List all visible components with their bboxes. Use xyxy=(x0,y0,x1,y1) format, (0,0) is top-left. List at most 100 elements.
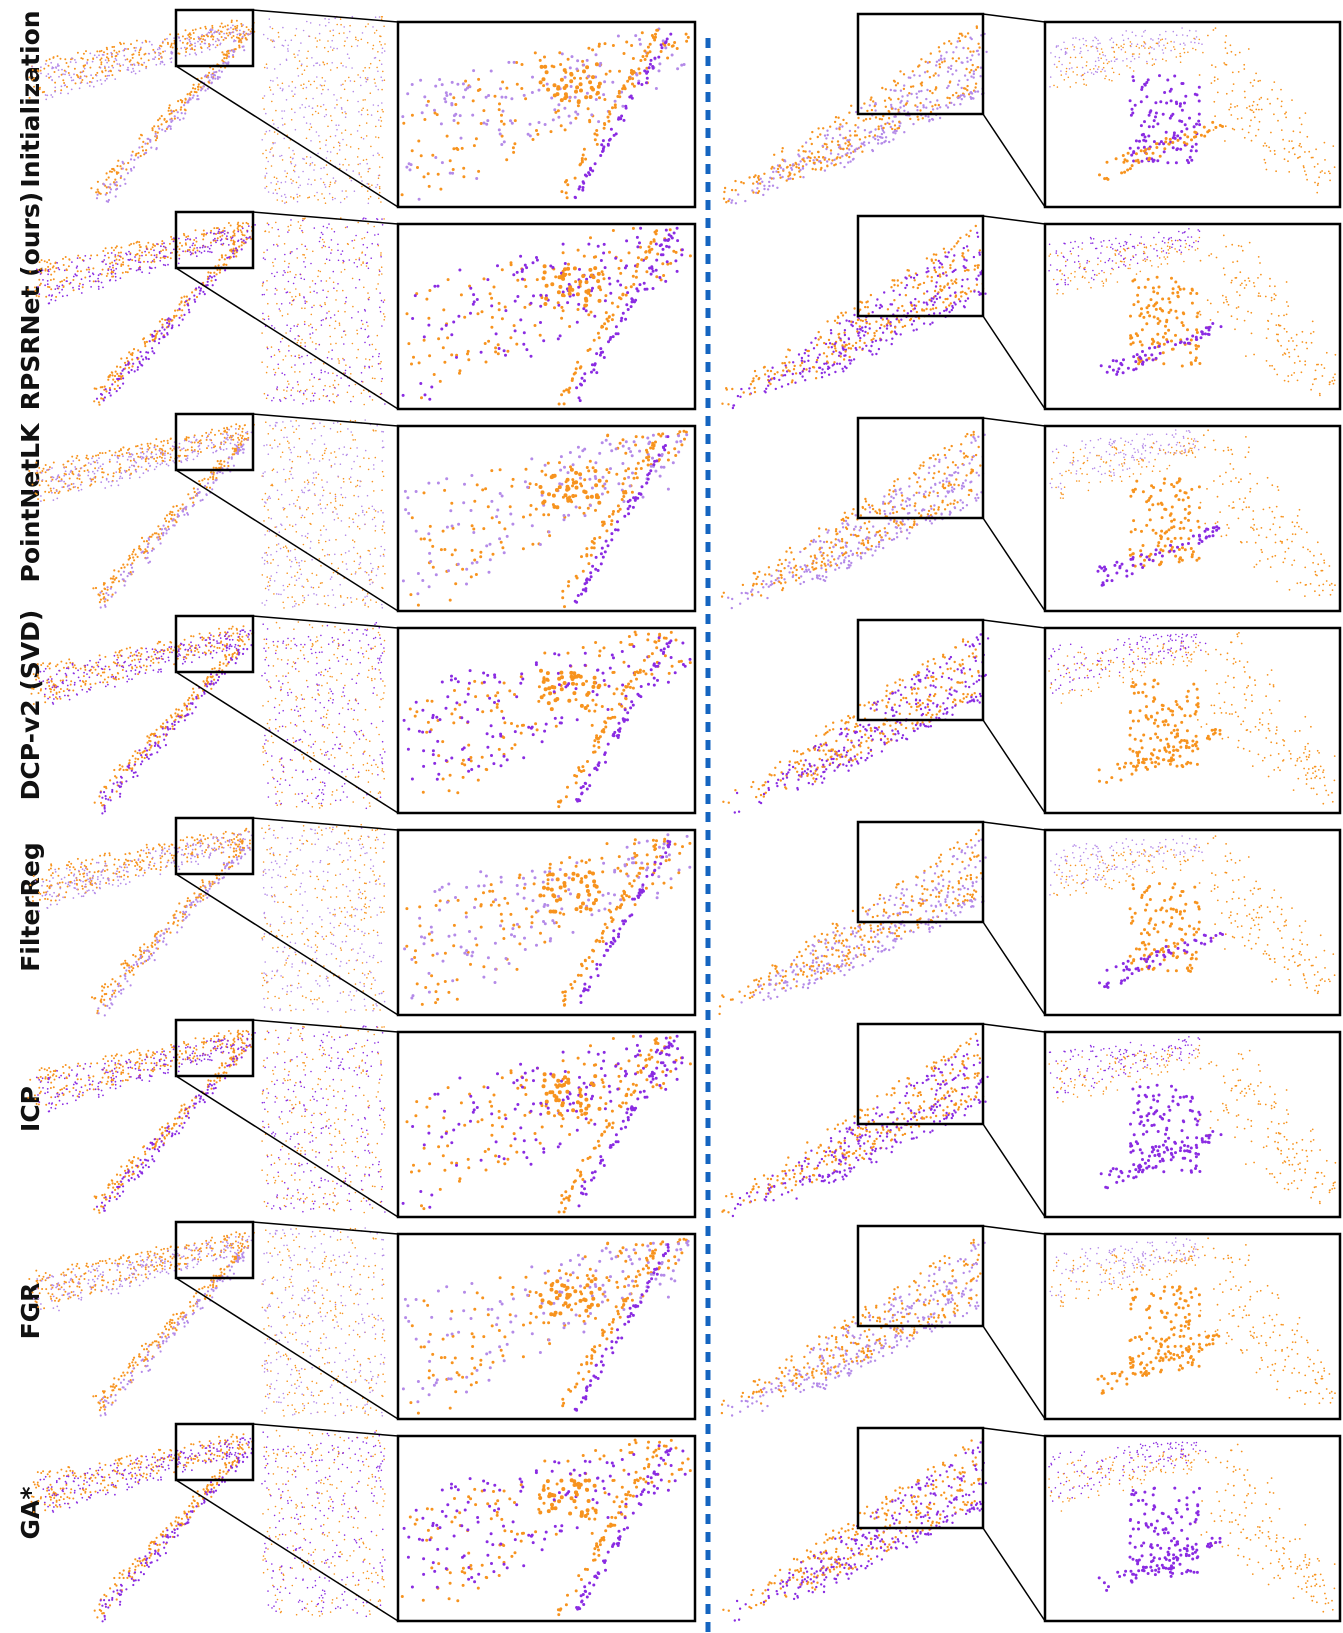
point-cloud xyxy=(810,84,976,170)
point-cloud xyxy=(98,847,250,1015)
point-cloud xyxy=(405,835,690,998)
zoom-connector xyxy=(176,66,398,207)
row-label: GA* xyxy=(16,1487,45,1540)
point-cloud xyxy=(30,21,255,98)
row-label: FilterReg xyxy=(16,842,45,972)
point-cloud xyxy=(782,1073,979,1190)
zoom-box xyxy=(398,830,695,1015)
zoom-box xyxy=(1045,1436,1340,1621)
point-cloud xyxy=(827,89,983,167)
point-cloud xyxy=(1196,633,1335,804)
point-cloud xyxy=(37,225,255,304)
point-cloud xyxy=(782,265,979,382)
point-cloud xyxy=(753,1255,979,1404)
point-cloud xyxy=(1052,438,1198,498)
zoom-connector xyxy=(983,518,1045,611)
point-cloud xyxy=(813,284,983,378)
point-cloud xyxy=(735,634,988,812)
point-cloud xyxy=(101,1248,248,1416)
zoom-box xyxy=(1045,1234,1340,1419)
point-cloud xyxy=(763,456,982,598)
point-cloud xyxy=(723,631,982,803)
zoom-source-box xyxy=(858,822,983,922)
point-cloud xyxy=(93,1246,248,1410)
row-label: Initialization xyxy=(16,10,45,187)
row-label: FGR xyxy=(16,1283,45,1340)
point-cloud xyxy=(796,271,983,383)
point-cloud xyxy=(541,671,599,709)
point-cloud xyxy=(728,1243,985,1416)
point-cloud xyxy=(1050,1037,1200,1093)
row: ICP xyxy=(16,1020,1340,1217)
zoom-connector xyxy=(176,1278,398,1419)
point-cloud xyxy=(262,1229,385,1416)
zoom-connector xyxy=(983,1024,1045,1032)
zoom-source-box xyxy=(176,818,253,874)
point-cloud xyxy=(752,447,979,596)
point-cloud xyxy=(1130,680,1198,769)
point-cloud xyxy=(781,1274,980,1397)
row: Initialization xyxy=(16,10,1340,207)
point-cloud xyxy=(37,1033,255,1112)
point-cloud xyxy=(1054,38,1203,87)
point-cloud xyxy=(34,429,252,501)
point-cloud xyxy=(1050,28,1202,87)
point-cloud xyxy=(1098,527,1219,586)
zoom-connector xyxy=(176,470,398,611)
point-cloud xyxy=(263,622,385,808)
point-cloud xyxy=(1201,430,1336,596)
point-cloud xyxy=(1101,324,1221,375)
point-cloud xyxy=(1196,1445,1335,1612)
zoom-connector xyxy=(983,1528,1045,1621)
zoom-connector xyxy=(983,1326,1045,1419)
point-cloud xyxy=(765,1061,983,1200)
point-cloud xyxy=(764,1463,984,1602)
row: FGR xyxy=(16,1222,1340,1419)
row-label: RPSRNet (ours) xyxy=(16,192,45,410)
point-cloud xyxy=(541,1279,600,1315)
point-cloud xyxy=(1200,235,1336,395)
point-cloud xyxy=(817,1303,978,1389)
row: DCP-v2 (SVD) xyxy=(16,610,1340,814)
point-cloud xyxy=(577,1449,671,1609)
zoom-box xyxy=(1045,224,1340,409)
point-cloud xyxy=(1099,1538,1220,1590)
row: GA* xyxy=(16,1424,1340,1621)
point-cloud xyxy=(728,435,985,608)
zoom-connector xyxy=(983,216,1045,224)
zoom-box xyxy=(1045,22,1340,207)
point-cloud xyxy=(411,1239,687,1413)
point-cloud xyxy=(807,693,974,781)
figure: InitializationRPSRNet (ours)PointNetLKDC… xyxy=(0,0,1343,1633)
zoom-source-box xyxy=(176,1424,253,1480)
point-cloud xyxy=(263,17,385,204)
point-cloud xyxy=(540,1480,595,1516)
zoom-connector xyxy=(253,1020,398,1032)
zoom-connector xyxy=(253,212,398,224)
point-cloud xyxy=(407,1036,690,1208)
point-cloud xyxy=(577,641,671,801)
point-cloud xyxy=(563,434,661,606)
point-cloud xyxy=(559,231,657,404)
point-cloud xyxy=(1100,933,1223,987)
point-cloud xyxy=(763,48,986,195)
zoom-connector xyxy=(983,418,1045,426)
point-cloud xyxy=(579,1043,672,1206)
point-cloud xyxy=(756,650,976,798)
point-cloud xyxy=(763,1263,977,1411)
point-cloud xyxy=(101,440,248,608)
point-cloud xyxy=(1098,1335,1219,1394)
point-cloud xyxy=(563,1244,661,1406)
point-cloud xyxy=(1130,479,1200,566)
zoom-box xyxy=(1045,830,1340,1015)
point-cloud xyxy=(93,438,248,602)
zoom-box xyxy=(398,628,695,813)
zoom-source-box xyxy=(858,14,983,114)
zoom-connector xyxy=(983,1428,1045,1436)
zoom-connector xyxy=(253,1222,398,1234)
point-cloud xyxy=(812,1093,983,1183)
point-cloud xyxy=(807,1501,974,1589)
zoom-box xyxy=(398,1436,695,1621)
zoom-box xyxy=(398,22,695,207)
zoom-connector xyxy=(253,10,398,22)
